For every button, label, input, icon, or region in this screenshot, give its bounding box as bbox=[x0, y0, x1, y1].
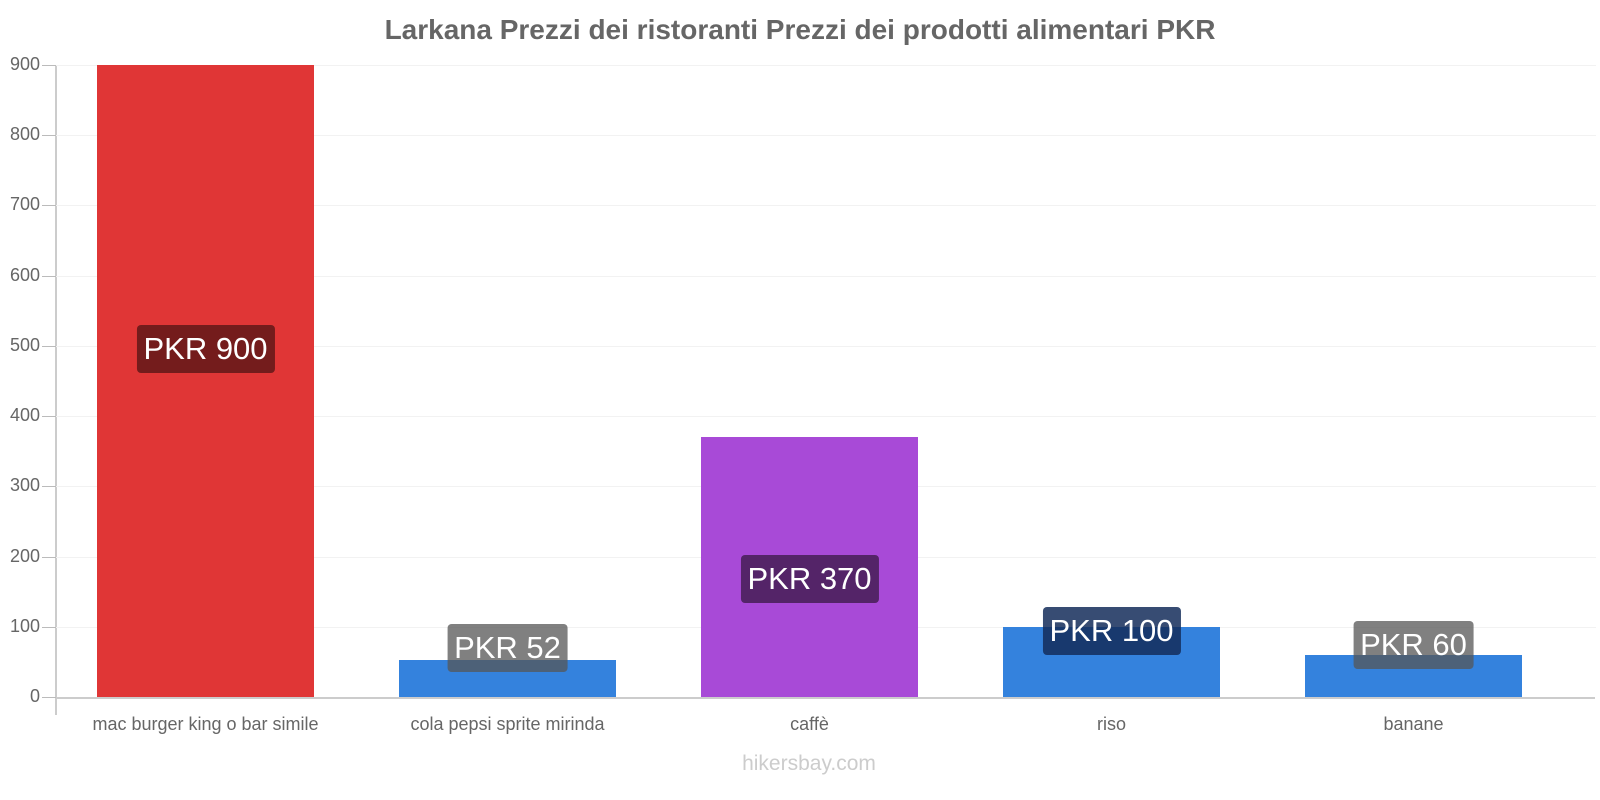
x-category-label: caffè bbox=[790, 714, 829, 734]
gridline bbox=[56, 65, 1596, 66]
y-tick-label: 400 bbox=[9, 405, 40, 426]
y-tick-mark bbox=[42, 205, 56, 207]
y-tick-label: 700 bbox=[9, 194, 40, 215]
footer-watermark: hikersbay.com bbox=[742, 752, 876, 775]
y-tick-label: 800 bbox=[9, 124, 40, 145]
bar-value-label: PKR 60 bbox=[1353, 620, 1474, 669]
bar bbox=[97, 65, 314, 697]
y-tick-label: 200 bbox=[9, 545, 40, 566]
y-axis bbox=[55, 65, 57, 715]
y-tick-label: 0 bbox=[29, 686, 40, 706]
x-category-label: riso bbox=[1096, 714, 1127, 734]
y-tick-label: 900 bbox=[9, 54, 40, 74]
y-tick-label: 600 bbox=[9, 264, 40, 285]
x-category-label: mac burger king o bar simile bbox=[92, 714, 319, 734]
gridline bbox=[56, 135, 1596, 137]
bar-value-label: PKR 100 bbox=[1042, 606, 1181, 655]
y-tick-label: 300 bbox=[9, 475, 40, 496]
bar-value-label: PKR 900 bbox=[136, 325, 275, 374]
y-tick-mark bbox=[42, 626, 56, 628]
gridline bbox=[56, 345, 1596, 347]
y-tick-label: 100 bbox=[9, 615, 40, 636]
bar-value-label: PKR 52 bbox=[447, 624, 568, 673]
chart-title: Larkana Prezzi dei ristoranti Prezzi dei… bbox=[384, 14, 1216, 45]
bar-value-label: PKR 370 bbox=[740, 555, 879, 604]
x-category-label: banane bbox=[1383, 714, 1444, 734]
y-tick-mark bbox=[42, 416, 56, 418]
x-category-label: cola pepsi sprite mirinda bbox=[410, 714, 605, 734]
gridline bbox=[56, 205, 1596, 207]
y-tick-mark bbox=[42, 486, 56, 488]
y-tick-mark bbox=[42, 697, 56, 698]
y-tick-mark bbox=[42, 135, 56, 137]
x-axis bbox=[55, 697, 1595, 699]
y-tick-mark bbox=[42, 275, 56, 277]
y-tick-mark bbox=[42, 345, 56, 347]
y-tick-mark bbox=[42, 65, 56, 66]
y-tick-mark bbox=[42, 556, 56, 558]
y-tick-label: 500 bbox=[9, 334, 40, 355]
gridline bbox=[56, 275, 1596, 277]
gridline bbox=[56, 416, 1596, 418]
